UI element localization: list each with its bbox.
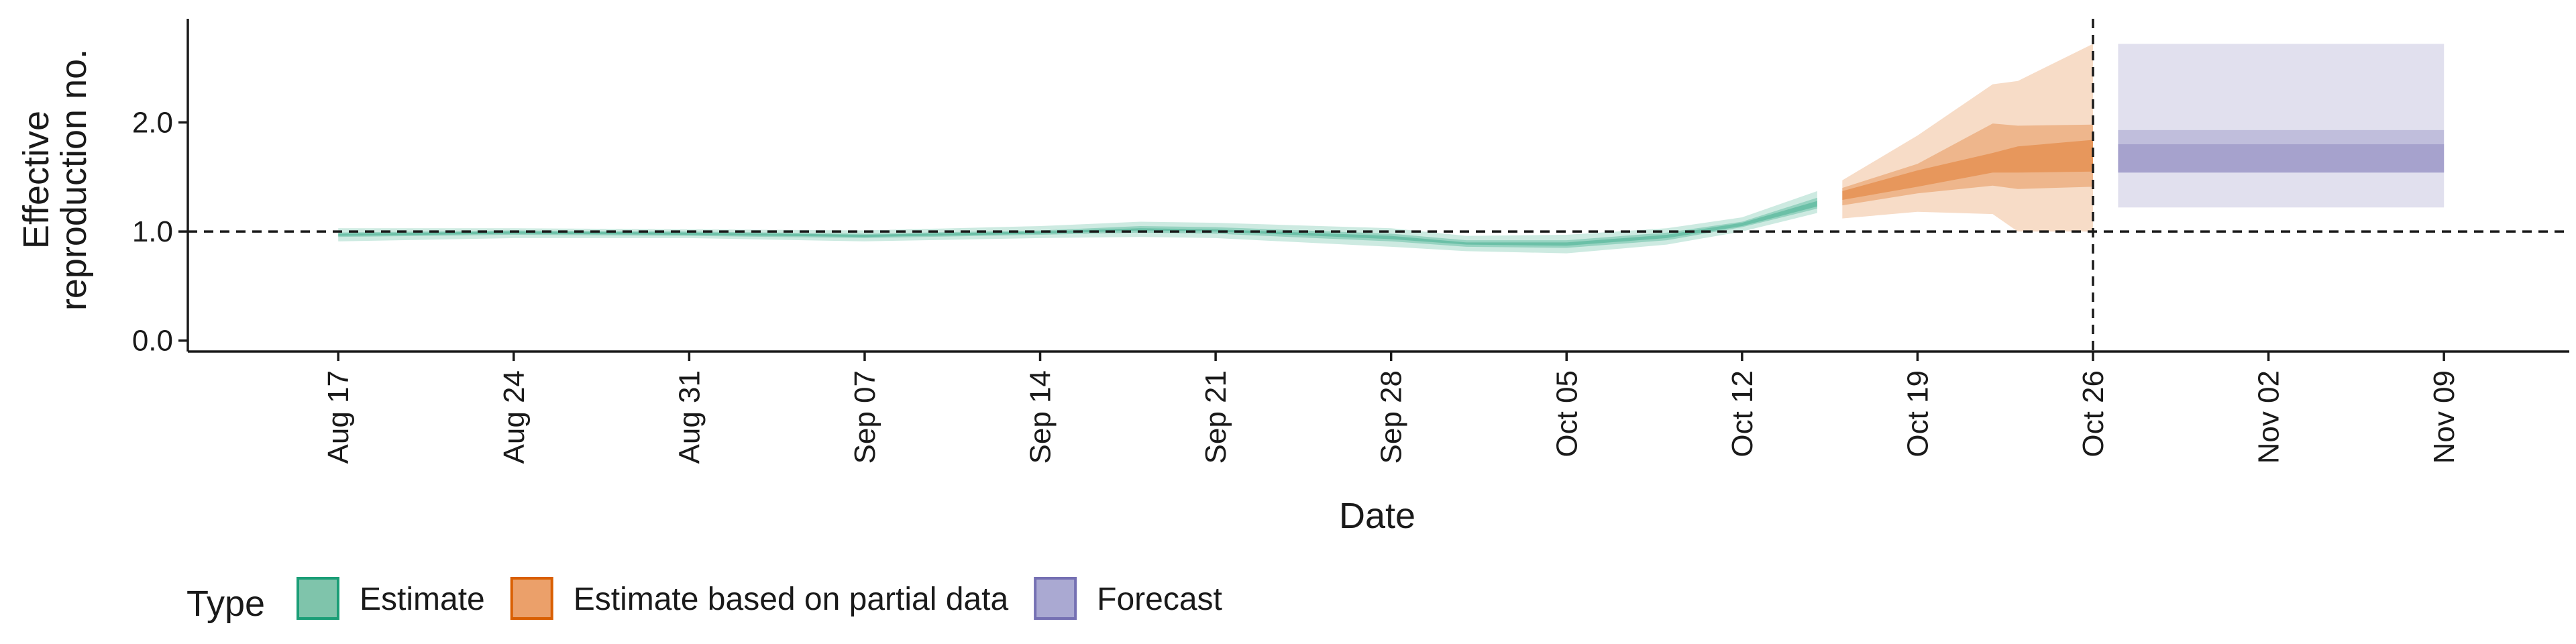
legend-label-estimate: Estimate xyxy=(360,582,485,617)
plot-area xyxy=(188,19,2569,352)
estimate-band-50 xyxy=(338,197,1817,248)
axes: 0.0 1.0 2.0 Aug 17 Aug 24 Aug 31 Sep 07 Sep 14 S… xyxy=(132,19,2569,464)
legend: Type Estimate Estimate based on partial d… xyxy=(186,577,1222,624)
x-tick-label: Oct 12 xyxy=(1726,370,1759,458)
x-tick-label: Sep 21 xyxy=(1199,370,1232,464)
estimate-band-90 xyxy=(338,191,1817,254)
legend-key-estimate xyxy=(297,577,339,620)
legend-key-forecast xyxy=(1034,577,1077,620)
legend-title: Type xyxy=(186,584,265,624)
x-axis-title: Date xyxy=(1339,496,1415,536)
y-tick-label: 0.0 xyxy=(132,325,173,358)
x-tick-label: Nov 09 xyxy=(2428,370,2461,464)
x-tick-label: Oct 19 xyxy=(1901,370,1934,458)
x-tick-label: Oct 05 xyxy=(1550,370,1583,458)
y-axis-title-line-1: Effective xyxy=(16,111,56,249)
estimate-based-on-partial-data-band-90 xyxy=(1842,44,2093,232)
estimate-based-on-partial-data-band-20 xyxy=(1842,140,2093,200)
y-tick-label: 1.0 xyxy=(132,215,173,248)
forecast-band-90 xyxy=(2118,44,2445,208)
x-tick-label: Oct 26 xyxy=(2077,370,2110,458)
x-tick-label: Sep 14 xyxy=(1024,370,1057,464)
estimate-based-on-partial-data-band-50 xyxy=(1842,123,2093,206)
legend-key-estimate-based-on-partial-data xyxy=(510,577,553,620)
x-tick-label: Aug 31 xyxy=(673,370,706,464)
legend-label-estimate-based-on-partial-data: Estimate based on partial data xyxy=(574,582,1009,617)
legend-label-forecast: Forecast xyxy=(1097,582,1222,617)
forecast-band-20 xyxy=(2118,144,2445,173)
x-tick-label: Sep 28 xyxy=(1375,370,1408,464)
x-tick-label: Aug 24 xyxy=(498,370,531,464)
x-tick-label: Nov 02 xyxy=(2253,370,2286,464)
y-tick-label: 2.0 xyxy=(132,106,173,139)
x-tick-label: Aug 17 xyxy=(322,370,355,464)
estimate-band-20 xyxy=(338,201,1817,246)
y-axis-title: Effective reproduction no. xyxy=(16,49,94,311)
y-axis-title-line-2: reproduction no. xyxy=(54,49,94,311)
forecast-band-50 xyxy=(2118,129,2445,173)
x-tick-label: Sep 07 xyxy=(849,370,881,464)
